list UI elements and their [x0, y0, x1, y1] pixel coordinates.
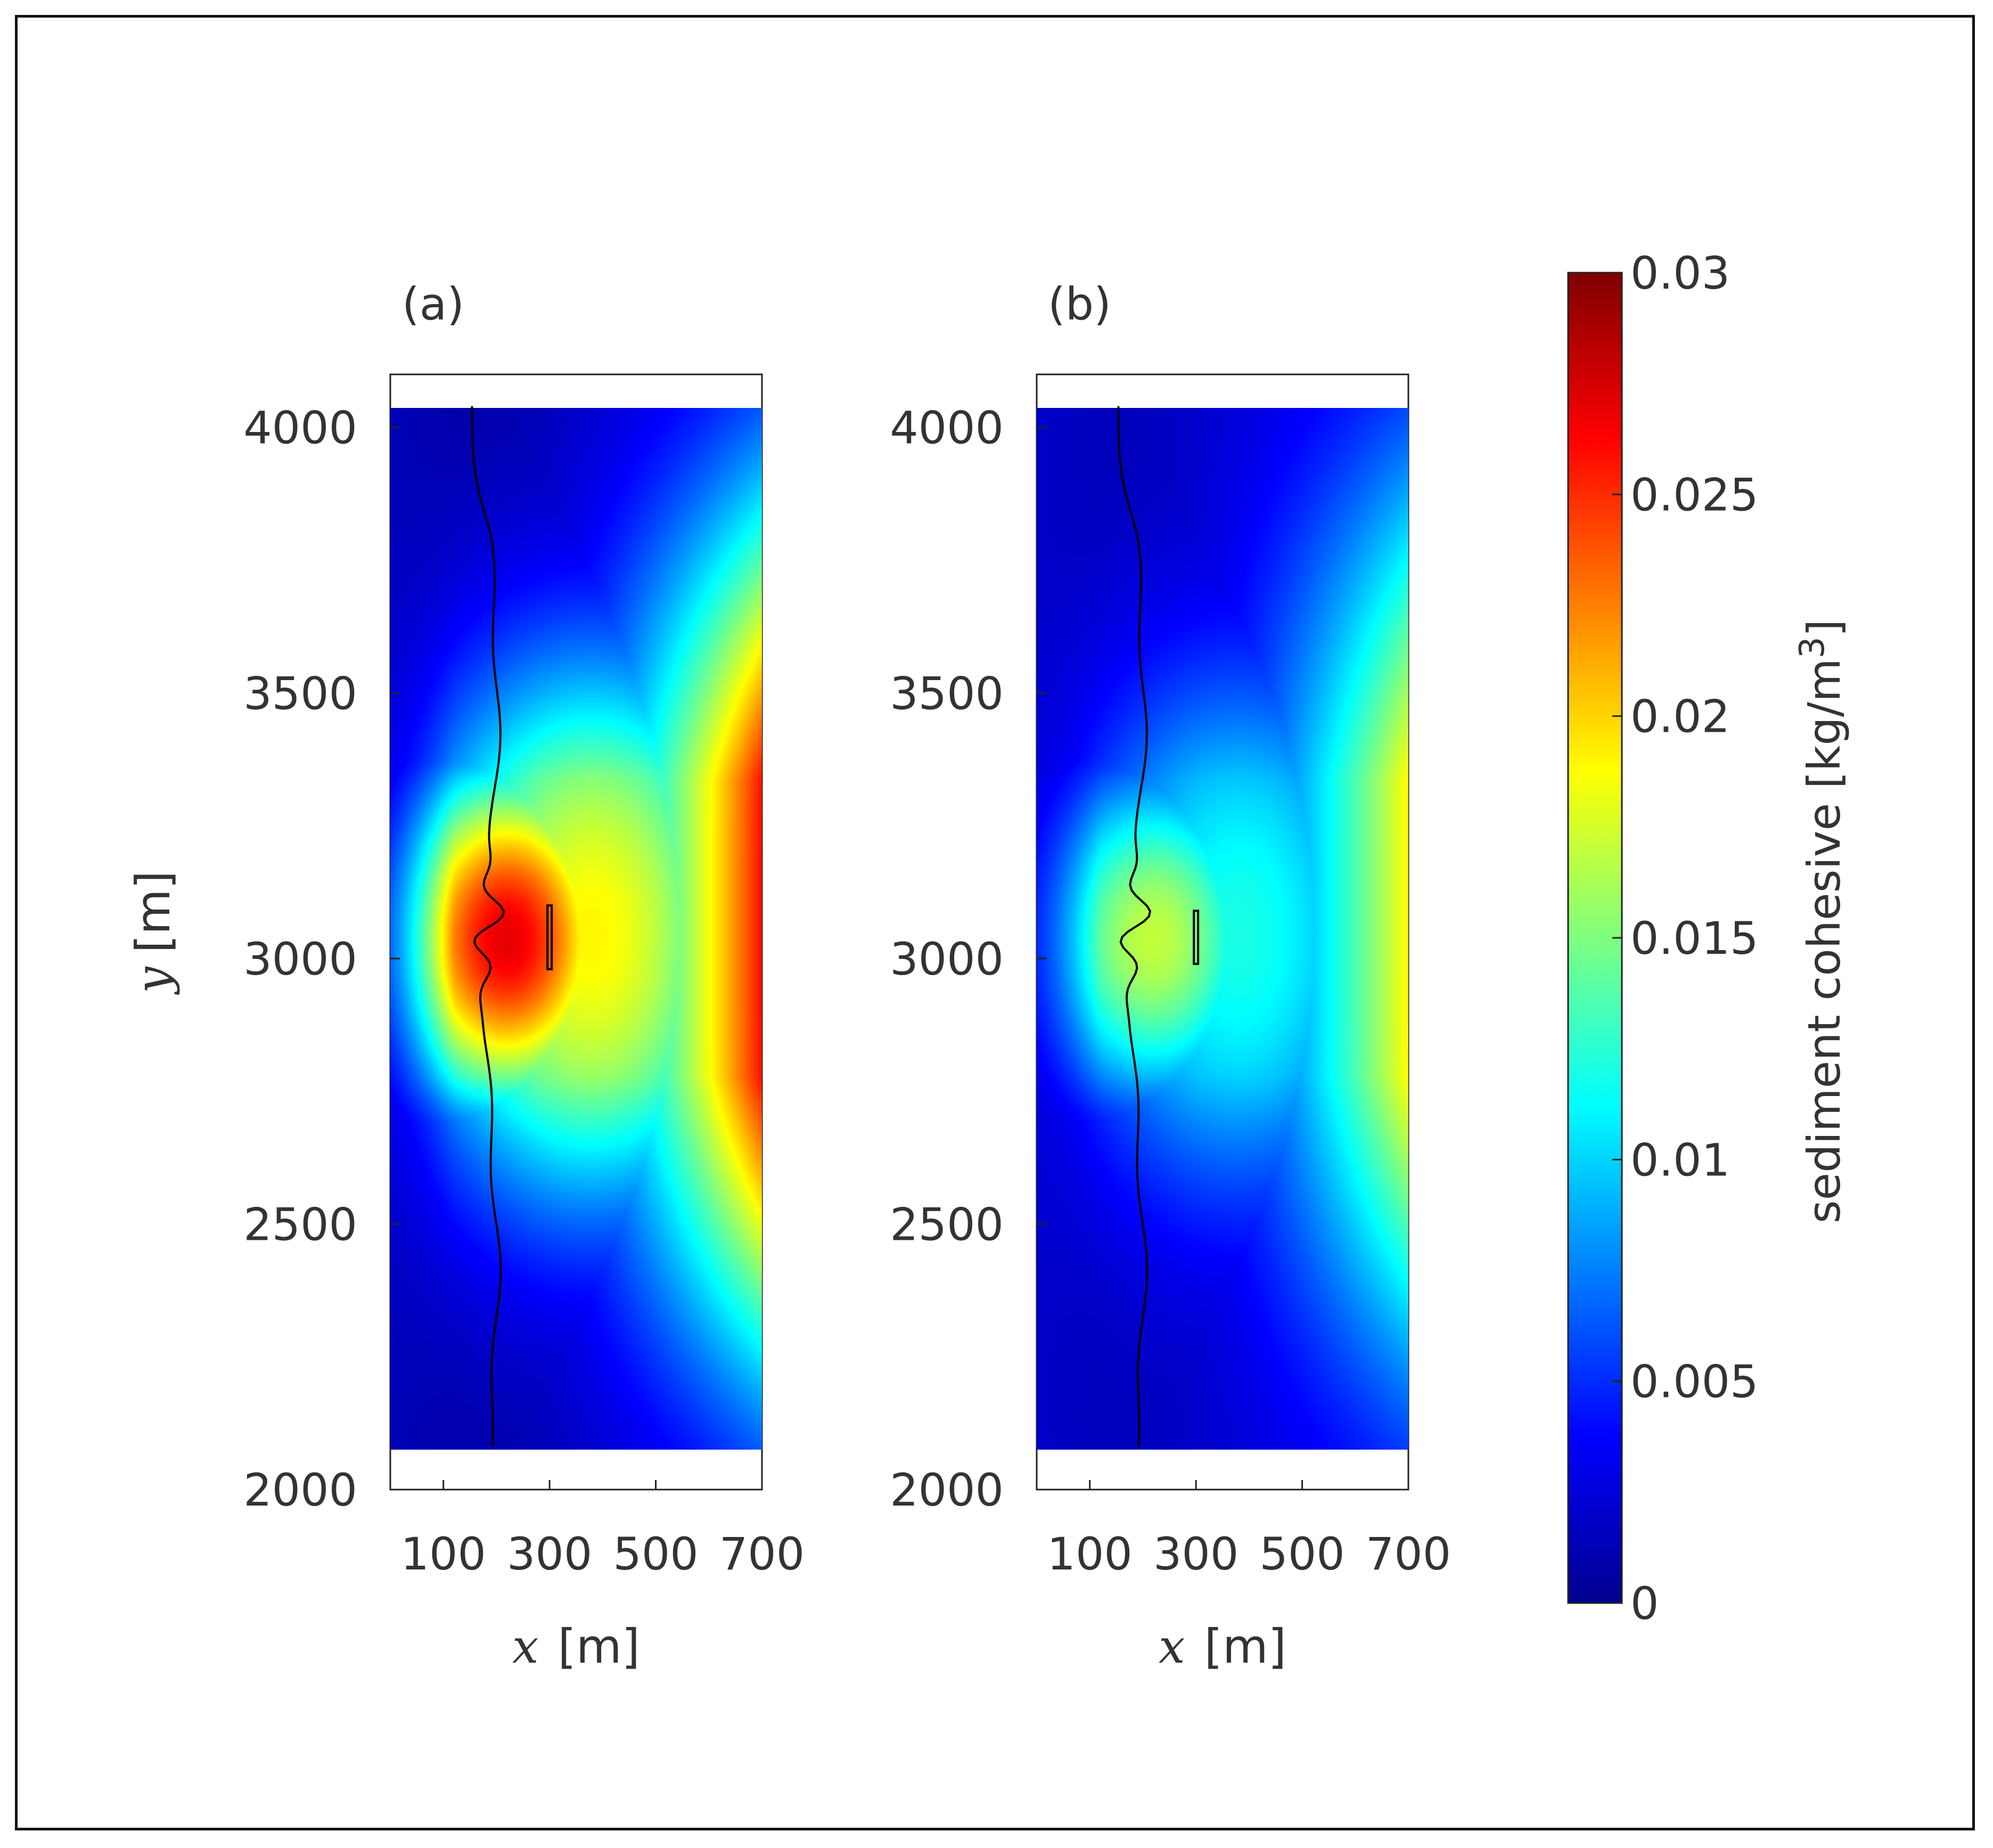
- x-tick-label: 100: [1047, 1528, 1133, 1580]
- panel-a-ylabel: y [m]: [126, 871, 181, 995]
- colorbar-tick-label: 0.015: [1630, 912, 1758, 964]
- panel-a-structure: [546, 904, 553, 970]
- panel-b-x-ticks: 100 300 500 700: [1047, 1480, 1451, 1580]
- panel-b-y-ticks: 2000 2500 3000 3500 4000: [890, 402, 1046, 1516]
- colorbar: 0 0.005 0.01 0.015 0.02 0.025 0.03 sediment co…: [1567, 247, 1850, 1630]
- panel-b-xlabel-unit: [m]: [1204, 1619, 1286, 1674]
- colorbar-label: sediment cohesive [kg/m3]: [1793, 619, 1850, 1224]
- y-tick-label: 2500: [890, 1198, 1004, 1250]
- colorbar-label-sup: 3: [1793, 637, 1832, 659]
- panel-a-heatmap: [390, 408, 762, 1450]
- colorbar-tick-label: 0.005: [1630, 1356, 1758, 1408]
- y-tick-label: 3000: [890, 933, 1004, 985]
- y-tick-label: 3000: [243, 933, 357, 985]
- colorbar-tick-label: 0.02: [1630, 691, 1730, 743]
- panel-b-xlabel-var: x: [1159, 1619, 1185, 1674]
- panel-a-shoreline: [471, 406, 505, 1448]
- panel-a-x-ticks: 100 300 500 700: [401, 1480, 805, 1580]
- y-tick-label: 3500: [890, 667, 1004, 719]
- y-tick-label: 2500: [243, 1198, 357, 1250]
- x-tick-label: 500: [1259, 1528, 1344, 1580]
- panel-a: (a) 2000 2500 3000 3500 4000 100 300 500 700 y […: [126, 278, 805, 1674]
- panel-a-ylabel-var: y: [126, 966, 181, 995]
- panel-b-shoreline: [1117, 406, 1152, 1448]
- figure-frame: [15, 15, 1975, 1830]
- panel-a-xlabel: x [m]: [512, 1619, 640, 1674]
- y-tick-label: 3500: [243, 667, 357, 719]
- y-tick-label: 2000: [890, 1464, 1004, 1516]
- colorbar-tick-label: 0.025: [1630, 469, 1758, 521]
- colorbar-label-text: sediment cohesive [kg/m: [1798, 658, 1850, 1223]
- x-tick-label: 700: [1366, 1528, 1451, 1580]
- panel-a-label: (a): [402, 278, 464, 330]
- panel-b: (b) 2000 2500 3000 3500 4000 100 300 500 700 x […: [890, 278, 1451, 1674]
- colorbar-label-close: ]: [1798, 619, 1850, 637]
- panel-b-label: (b): [1048, 278, 1111, 330]
- panel-b-heatmap: [1037, 408, 1408, 1450]
- colorbar-tick-label: 0.03: [1630, 247, 1730, 299]
- x-tick-label: 500: [613, 1528, 698, 1580]
- colorbar-tick-label: 0: [1630, 1577, 1659, 1630]
- panel-b-structure: [1193, 910, 1200, 965]
- panel-a-ylabel-unit: [m]: [126, 871, 181, 953]
- colorbar-tick-label: 0.01: [1630, 1134, 1730, 1186]
- panel-a-xlabel-var: x: [512, 1619, 539, 1674]
- x-tick-label: 100: [401, 1528, 486, 1580]
- panel-b-xlabel: x [m]: [1159, 1619, 1286, 1674]
- x-tick-label: 300: [1153, 1528, 1239, 1580]
- panel-a-y-ticks: 2000 2500 3000 3500 4000: [243, 402, 400, 1516]
- x-tick-label: 300: [507, 1528, 592, 1580]
- y-tick-label: 2000: [243, 1464, 357, 1516]
- panel-a-xlabel-unit: [m]: [558, 1619, 640, 1674]
- x-tick-label: 700: [719, 1528, 805, 1580]
- y-tick-label: 4000: [890, 402, 1004, 454]
- y-tick-label: 4000: [243, 402, 357, 454]
- colorbar-ticks: 0 0.005 0.01 0.015 0.02 0.025 0.03: [1612, 247, 1758, 1630]
